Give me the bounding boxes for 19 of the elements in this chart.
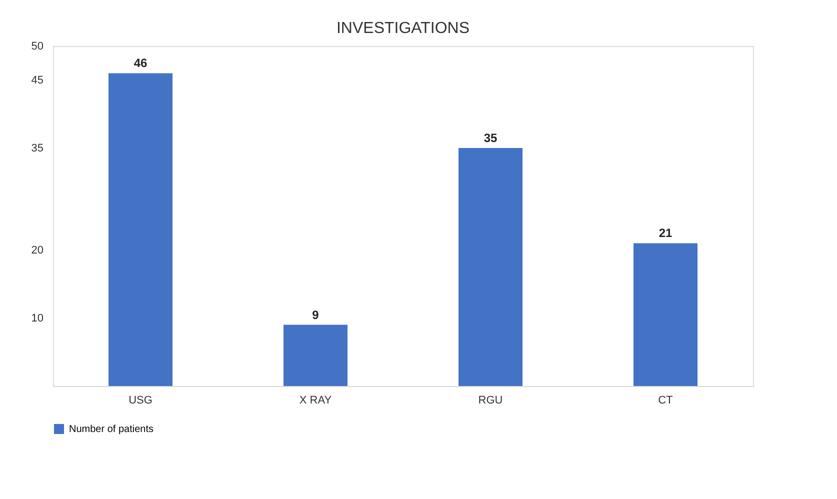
legend-label: Number of patients — [69, 424, 154, 435]
y-tick-label: 20 — [31, 244, 44, 256]
y-tick-label: 45 — [31, 74, 44, 86]
data-label: 21 — [658, 226, 672, 240]
data-label: 46 — [134, 56, 148, 70]
bar — [634, 243, 698, 386]
data-label: 35 — [484, 131, 498, 145]
y-tick-label: 35 — [31, 142, 44, 154]
bar — [108, 73, 172, 386]
y-tick-label: 50 — [31, 40, 44, 52]
x-tick-label: X RAY — [299, 394, 332, 406]
bar — [458, 148, 522, 386]
bar — [284, 324, 348, 386]
data-label: 9 — [312, 308, 320, 322]
chart-title: INVESTIGATIONS — [336, 20, 470, 37]
x-tick-label: RGU — [478, 394, 503, 406]
x-tick-label: USG — [128, 394, 152, 406]
y-tick-label: 10 — [31, 312, 44, 324]
x-tick-label: CT — [658, 394, 674, 406]
